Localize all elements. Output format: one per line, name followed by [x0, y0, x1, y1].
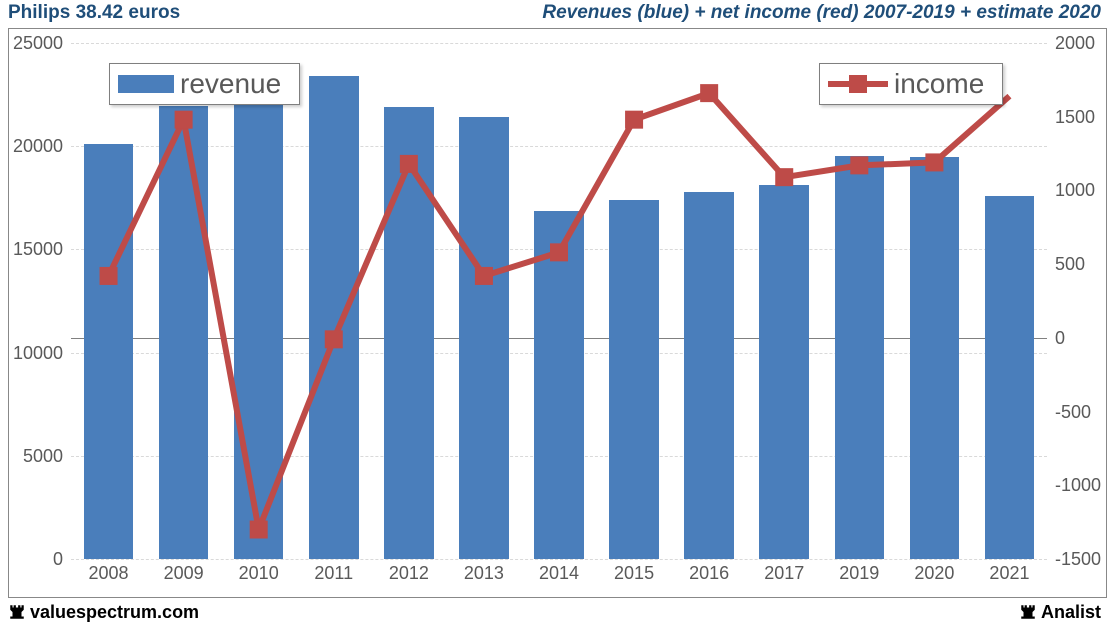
- bar-2017: [759, 185, 809, 559]
- x-tick-label: 2015: [614, 563, 654, 584]
- chart-header: Philips 38.42 euros Revenues (blue) + ne…: [4, 2, 1107, 28]
- bar-2009: [159, 106, 209, 559]
- plot-area: [71, 43, 1047, 559]
- footer-left-group: valuespectrum.com: [8, 602, 199, 623]
- y-left-tick-label: 20000: [9, 136, 63, 157]
- legend-revenue: revenue: [109, 63, 300, 105]
- y-right-tick-label: -1000: [1055, 475, 1101, 496]
- y-left-tick-label: 0: [9, 549, 63, 570]
- chart-footer: valuespectrum.com Analist: [4, 598, 1107, 624]
- legend-income-swatch: [828, 72, 888, 96]
- y-left-tick-label: 10000: [9, 343, 63, 364]
- bar-2015: [609, 200, 659, 559]
- gridline: [71, 559, 1047, 560]
- x-tick-label: 2014: [539, 563, 579, 584]
- footer-right-group: Analist: [1019, 602, 1101, 623]
- chart-container: Philips 38.42 euros Revenues (blue) + ne…: [0, 0, 1111, 627]
- bar-2020: [910, 157, 960, 559]
- x-tick-label: 2020: [914, 563, 954, 584]
- x-tick-label: 2012: [389, 563, 429, 584]
- y-left-tick-label: 5000: [9, 446, 63, 467]
- legend-income: income: [819, 63, 1003, 105]
- title-right: Revenues (blue) + net income (red) 2007-…: [542, 2, 1101, 24]
- x-tick-label: 2021: [989, 563, 1029, 584]
- y-right-tick-label: 500: [1055, 254, 1085, 275]
- x-tick-label: 2019: [839, 563, 879, 584]
- y-left-tick-label: 25000: [9, 33, 63, 54]
- x-tick-label: 2009: [164, 563, 204, 584]
- x-tick-label: 2013: [464, 563, 504, 584]
- y-left-tick-label: 15000: [9, 239, 63, 260]
- y-right-tick-label: 1000: [1055, 180, 1095, 201]
- bar-2021: [985, 196, 1035, 559]
- bar-2014: [534, 211, 584, 559]
- gridline: [71, 146, 1047, 147]
- x-tick-label: 2011: [314, 563, 353, 584]
- footer-left-text: valuespectrum.com: [30, 602, 199, 623]
- bar-2012: [384, 107, 434, 559]
- rook-icon: [8, 603, 26, 621]
- y-right-tick-label: 0: [1055, 328, 1065, 349]
- bar-2013: [459, 117, 509, 559]
- bar-2010: [234, 105, 284, 559]
- footer-right-text: Analist: [1041, 602, 1101, 623]
- bar-2019: [835, 156, 885, 560]
- rook-icon: [1019, 603, 1037, 621]
- legend-revenue-label: revenue: [180, 68, 281, 100]
- x-tick-label: 2010: [239, 563, 279, 584]
- x-tick-label: 2016: [689, 563, 729, 584]
- x-tick-label: 2008: [89, 563, 129, 584]
- bar-2016: [684, 192, 734, 559]
- x-tick-label: 2017: [764, 563, 804, 584]
- y-right-tick-label: 2000: [1055, 33, 1095, 54]
- y-right-tick-label: -1500: [1055, 549, 1101, 570]
- legend-income-label: income: [894, 68, 984, 100]
- bar-2011: [309, 76, 359, 559]
- gridline: [71, 43, 1047, 44]
- y-right-tick-label: -500: [1055, 402, 1091, 423]
- legend-revenue-swatch: [118, 75, 174, 93]
- plot-frame: revenue income 0500010000150002000025000…: [8, 28, 1107, 598]
- title-left: Philips 38.42 euros: [8, 2, 180, 24]
- y-right-tick-label: 1500: [1055, 107, 1095, 128]
- bar-2008: [84, 144, 134, 559]
